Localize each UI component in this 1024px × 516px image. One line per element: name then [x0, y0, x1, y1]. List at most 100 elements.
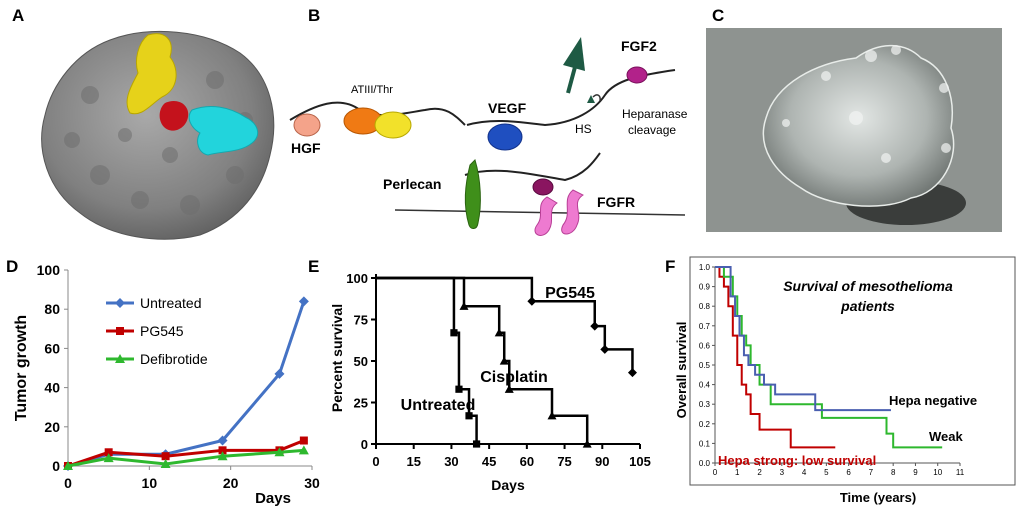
d-x-tick-label: 10: [142, 475, 158, 491]
e-series-label-cisplatin: Cisplatin: [480, 369, 548, 386]
d-legend-marker: [115, 298, 125, 308]
f-label-hepa-negative: Hepa negative: [889, 393, 977, 408]
f-label-hepa-strong: Hepa strong: low survival: [718, 453, 876, 468]
d-x-axis-label: Days: [255, 490, 291, 507]
d-series-line-untreated: [67, 300, 306, 468]
d-point-pg545: [218, 446, 227, 455]
f-x-tick-label: 6: [846, 468, 851, 477]
panel-label-a: A: [12, 6, 25, 25]
f-y-tick-label: 0.9: [699, 283, 711, 292]
e-x-tick-label: 60: [520, 454, 534, 469]
f-series-line: [715, 266, 891, 412]
panel-label-b: B: [308, 6, 321, 25]
cleavage-label: cleavage: [628, 123, 676, 137]
f-x-tick-label: 0: [713, 468, 718, 477]
f-y-tick-label: 0.3: [699, 400, 711, 409]
f-label-weak: Weak: [929, 429, 963, 444]
e-x-axis-label: Days: [491, 477, 525, 493]
d-point-pg545: [161, 452, 170, 461]
f-y-tick-label: 1.0: [699, 263, 711, 272]
e-x-tick-label: 15: [406, 454, 420, 469]
panel-label-e: E: [308, 257, 320, 276]
e-point-cisplatin: [499, 356, 509, 365]
panel-label-c: C: [712, 6, 725, 25]
chart-d-tumor-growth: Untreated PG545 Defibrotide 0 20 40 60 80 100 0 1…: [13, 262, 320, 507]
d-legend-label: Defibrotide: [140, 351, 208, 367]
hs-label: HS: [575, 122, 592, 136]
sem-micrograph: [706, 28, 1002, 232]
d-x-tick-label: 0: [64, 475, 72, 491]
e-series-label-pg545: PG545: [545, 285, 595, 302]
perlecan-label: Perlecan: [383, 176, 441, 192]
d-x-tick-label: 30: [304, 475, 320, 491]
d-legend-label: PG545: [140, 323, 184, 339]
e-point-pg545: [527, 296, 537, 306]
e-point-pg545: [627, 368, 637, 378]
d-point-untreated: [274, 368, 285, 379]
f-frame: [689, 256, 1016, 486]
e-series-line-untreated: [376, 276, 478, 444]
perlecan-schematic: HGF ATIII/Thr VEGF FGF2 HS Heparanase cl…: [289, 37, 688, 236]
d-series-line-pg545: [67, 439, 305, 468]
d-point-pg545: [104, 448, 113, 457]
f-x-tick-label: 2: [757, 468, 762, 477]
d-series-line-defibrotide: [67, 448, 304, 468]
d-x-tick-label: 20: [223, 475, 239, 491]
d-point-pg545: [299, 436, 308, 445]
e-y-tick-label: 50: [354, 354, 368, 369]
f-title-line1: Survival of mesothelioma: [783, 278, 953, 294]
e-point-cisplatin: [459, 301, 469, 310]
e-point-cisplatin: [582, 439, 592, 448]
f-x-tick-label: 5: [824, 468, 829, 477]
e-point-untreated: [450, 329, 458, 337]
e-x-tick-label: 75: [557, 454, 571, 469]
e-y-tick-label: 100: [346, 271, 368, 286]
f-y-tick-label: 0.7: [699, 322, 711, 331]
f-x-tick-label: 7: [869, 468, 874, 477]
d-legend-label: Untreated: [140, 295, 201, 311]
e-x-tick-label: 45: [482, 454, 496, 469]
d-legend-marker: [116, 327, 124, 335]
e-y-tick-label: 0: [361, 437, 368, 452]
f-x-tick-label: 4: [802, 468, 807, 477]
e-x-tick-label: 90: [595, 454, 609, 469]
fgf2-label: FGF2: [621, 38, 657, 54]
d-y-axis-label: Tumor growth: [13, 315, 30, 421]
e-y-axis-label: Percent survival: [329, 304, 345, 412]
d-legend-marker: [115, 354, 125, 363]
d-y-tick-label: 40: [44, 380, 60, 396]
f-x-tick-label: 1: [735, 468, 740, 477]
f-x-axis-label: Time (years): [840, 490, 916, 505]
d-point-defibrotide: [274, 447, 285, 457]
d-point-defibrotide: [160, 459, 171, 469]
e-point-pg545: [590, 321, 600, 331]
heparanase-label: Heparanase: [622, 107, 688, 121]
atiii-label: ATIII/Thr: [351, 84, 393, 96]
hgf-label: HGF: [291, 140, 321, 156]
e-point-cisplatin: [494, 328, 504, 337]
e-x-tick-label: 105: [629, 454, 651, 469]
f-y-tick-label: 0.0: [699, 459, 711, 468]
f-y-tick-label: 0.4: [699, 381, 711, 390]
f-y-tick-label: 0.6: [699, 341, 711, 350]
f-title-line2: patients: [840, 298, 895, 314]
f-y-axis-label: Overall survival: [674, 322, 689, 419]
f-series-line: [715, 266, 836, 449]
f-x-tick-label: 8: [891, 468, 896, 477]
f-x-tick-label: 10: [933, 468, 942, 477]
e-y-tick-label: 25: [354, 396, 368, 411]
d-y-tick-label: 60: [44, 340, 60, 356]
e-point-untreated: [465, 412, 473, 420]
f-y-tick-label: 0.8: [699, 302, 711, 311]
chart-e-percent-survival: 0 25 50 75 100 0 15 30 45 60 75 90 105 Days Percent su…: [329, 271, 651, 493]
f-x-tick-label: 11: [956, 468, 965, 477]
d-y-tick-label: 0: [52, 458, 60, 474]
e-point-pg545: [600, 344, 610, 354]
panel-label-d: D: [6, 257, 19, 276]
d-y-tick-label: 20: [44, 419, 60, 435]
f-y-tick-label: 0.2: [699, 420, 711, 429]
panel-label-f: F: [665, 257, 676, 276]
d-point-untreated: [298, 296, 309, 307]
d-point-defibrotide: [298, 445, 309, 455]
d-y-tick-label: 100: [37, 262, 61, 278]
